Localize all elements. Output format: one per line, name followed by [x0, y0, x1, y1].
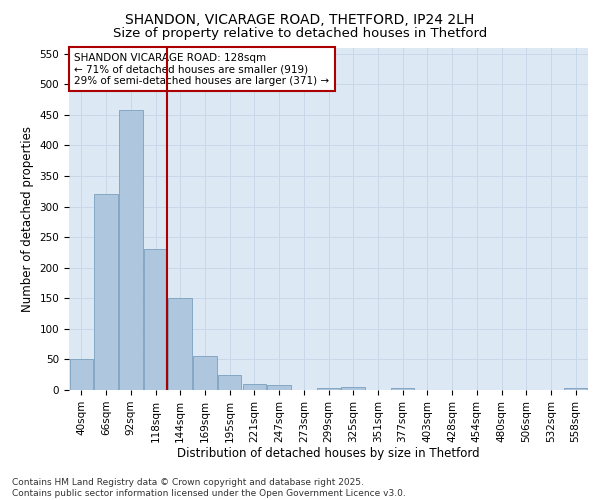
Y-axis label: Number of detached properties: Number of detached properties	[21, 126, 34, 312]
Bar	[341, 387, 365, 390]
Text: Contains HM Land Registry data © Crown copyright and database right 2025.
Contai: Contains HM Land Registry data © Crown c…	[12, 478, 406, 498]
Bar	[317, 388, 340, 390]
Bar	[391, 388, 415, 390]
X-axis label: Distribution of detached houses by size in Thetford: Distribution of detached houses by size …	[177, 448, 480, 460]
Bar	[169, 298, 192, 390]
Bar	[564, 388, 587, 390]
Bar	[193, 356, 217, 390]
Text: Size of property relative to detached houses in Thetford: Size of property relative to detached ho…	[113, 28, 487, 40]
Bar	[144, 250, 167, 390]
Bar	[218, 374, 241, 390]
Bar	[119, 110, 143, 390]
Bar	[268, 385, 291, 390]
Text: SHANDON VICARAGE ROAD: 128sqm
← 71% of detached houses are smaller (919)
29% of : SHANDON VICARAGE ROAD: 128sqm ← 71% of d…	[74, 52, 329, 86]
Text: SHANDON, VICARAGE ROAD, THETFORD, IP24 2LH: SHANDON, VICARAGE ROAD, THETFORD, IP24 2…	[125, 12, 475, 26]
Bar	[242, 384, 266, 390]
Bar	[94, 194, 118, 390]
Bar	[70, 360, 93, 390]
